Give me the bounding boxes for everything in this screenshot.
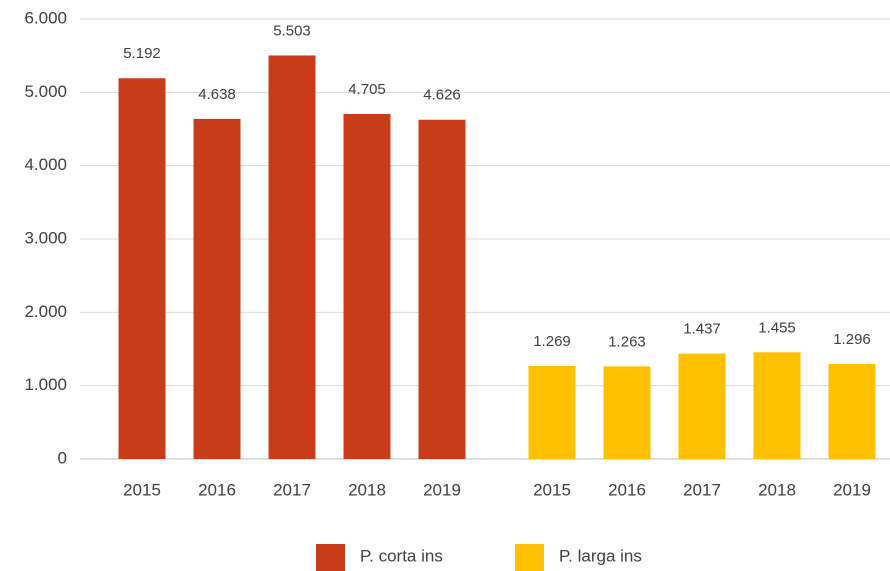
x-tick-label: 2017 [683, 480, 721, 499]
legend-swatch [316, 544, 345, 571]
x-tick-label: 2018 [758, 480, 796, 499]
y-tick-label: 2.000 [24, 302, 67, 321]
bar [193, 118, 241, 459]
x-tick-label: 2019 [423, 480, 461, 499]
legend-label: P. corta ins [360, 546, 443, 565]
data-label: 5.503 [273, 22, 311, 39]
data-label: 1.455 [758, 319, 796, 336]
x-tick-label: 2018 [348, 480, 386, 499]
legend-label: P. larga ins [559, 546, 642, 565]
data-label: 1.296 [833, 331, 871, 348]
data-label: 5.192 [123, 45, 161, 62]
y-tick-label: 5.000 [24, 82, 67, 101]
data-label: 4.705 [348, 81, 386, 98]
data-label: 1.437 [683, 321, 721, 338]
legend-swatch [515, 544, 544, 571]
x-tick-label: 2015 [123, 480, 161, 499]
data-label: 4.638 [198, 86, 236, 103]
y-tick-label: 1.000 [24, 375, 67, 394]
data-label: 1.269 [533, 333, 571, 350]
data-label: 1.263 [608, 333, 646, 350]
y-tick-label: 3.000 [24, 228, 67, 247]
bar [678, 353, 726, 459]
x-tick-label: 2015 [533, 480, 571, 499]
bar [603, 366, 651, 459]
y-tick-label: 4.000 [24, 155, 67, 174]
bar [753, 352, 801, 459]
bar [828, 363, 876, 459]
bar [418, 119, 466, 459]
bar [343, 113, 391, 459]
x-tick-label: 2016 [198, 480, 236, 499]
bar [118, 78, 166, 460]
x-tick-label: 2017 [273, 480, 311, 499]
bar [268, 55, 316, 460]
bar [528, 365, 576, 459]
y-tick-label: 0 [58, 448, 67, 467]
y-tick-label: 6.000 [24, 8, 67, 27]
x-tick-label: 2016 [608, 480, 646, 499]
x-tick-label: 2019 [833, 480, 871, 499]
data-label: 4.626 [423, 87, 461, 104]
